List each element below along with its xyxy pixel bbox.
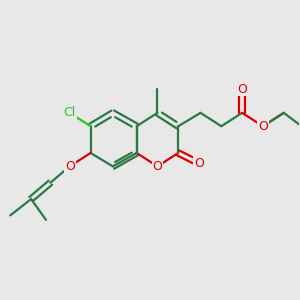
Text: O: O	[237, 82, 247, 96]
Text: O: O	[258, 120, 268, 133]
Text: O: O	[152, 160, 162, 173]
Text: O: O	[194, 157, 204, 170]
Text: O: O	[65, 160, 75, 173]
Text: Cl: Cl	[64, 106, 76, 119]
